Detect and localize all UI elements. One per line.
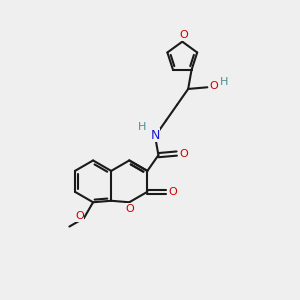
Text: O: O: [75, 212, 84, 221]
Text: O: O: [209, 81, 218, 91]
Text: O: O: [126, 204, 135, 214]
Text: N: N: [150, 128, 160, 142]
Text: O: O: [169, 187, 177, 197]
Text: H: H: [138, 122, 147, 132]
Text: H: H: [220, 77, 228, 87]
Text: O: O: [179, 148, 188, 158]
Text: O: O: [179, 30, 188, 40]
